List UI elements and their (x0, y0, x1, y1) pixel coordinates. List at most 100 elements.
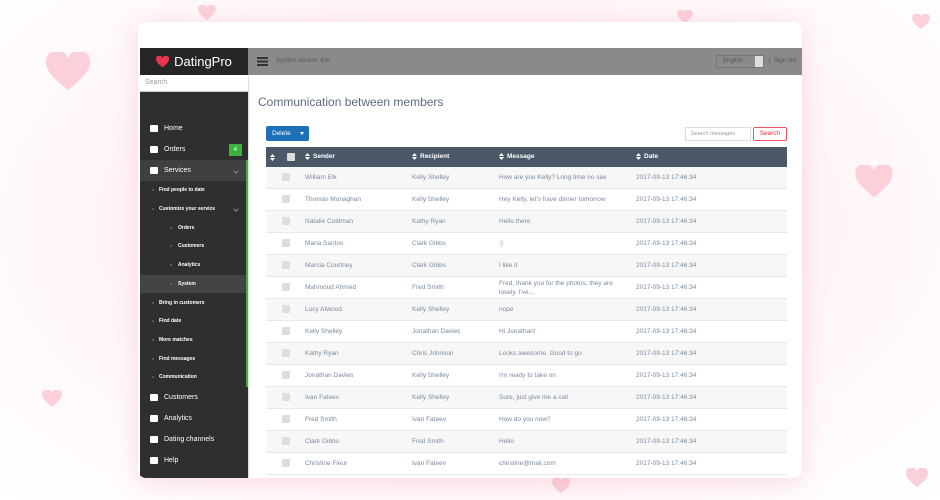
menu-label: Home (164, 125, 183, 132)
cell: christine@mail.com (495, 452, 632, 475)
menu-item[interactable]: Customize your service (140, 200, 248, 219)
cell: I'm ready to take on (495, 364, 632, 387)
menu-item[interactable]: Customers (140, 237, 248, 256)
table-row[interactable]: Kathy Ryan Chris Johnson Looks awesome. Go… (266, 342, 787, 365)
cell: Looks awesome. Good to go (495, 342, 632, 365)
checkbox[interactable] (282, 415, 290, 424)
menu-item[interactable]: Orders (140, 218, 248, 237)
menu-item[interactable]: Find messages (140, 349, 248, 368)
checkbox[interactable] (282, 349, 290, 358)
cell: Chris Johnson (408, 342, 495, 365)
column-header[interactable]: Sender (301, 147, 408, 167)
checkbox[interactable] (282, 173, 290, 182)
menu-item[interactable]: Dating channels (140, 429, 248, 450)
checkbox[interactable] (282, 305, 290, 314)
table-row[interactable]: Lucy Atwood Kelly Shelley nope 2017-09-13 1… (266, 298, 787, 321)
checkbox[interactable] (282, 437, 290, 446)
sidebar-search[interactable]: Search (140, 75, 248, 92)
menu-icon (150, 393, 158, 401)
menu-item[interactable]: Find date (140, 312, 248, 331)
cell: 2017-09-13 17:46:34 (632, 254, 787, 277)
menu-item[interactable]: Communication (140, 368, 248, 387)
table-row[interactable]: Ivan Fateev Kelly Shelley Sure, just give … (266, 386, 787, 409)
row-select (266, 342, 301, 365)
menu-item[interactable]: Help (140, 450, 248, 471)
table-row[interactable]: Mahmoud Ahmed Fred Smith Fred, thank you f… (266, 276, 787, 299)
table-row[interactable]: Kelly Shelley Jonathan Davies Hi Jonathan!… (266, 320, 787, 343)
menu-label: Find messages (159, 355, 196, 362)
menu-label: System (178, 280, 196, 287)
checkbox[interactable] (282, 239, 290, 248)
column-header[interactable]: Recipient (408, 147, 495, 167)
column-label: Message (507, 153, 535, 161)
row-select (266, 167, 301, 189)
menu-label: More matches (159, 336, 193, 343)
menu-item[interactable]: More matches (140, 331, 248, 350)
menu-toggle[interactable] (257, 57, 268, 66)
column-header[interactable]: Date (632, 147, 787, 167)
brand-name: DatingPro (174, 54, 232, 69)
cell: How do you now? (495, 408, 632, 431)
active-indicator (246, 160, 248, 387)
language-select[interactable]: English (716, 55, 764, 68)
row-select (266, 430, 301, 453)
cell: 2017-09-13 17:46:34 (632, 386, 787, 409)
table-row[interactable]: Clark Gibbs Fred Smith Hello 2017-09-13 17:… (266, 430, 787, 453)
checkbox[interactable] (282, 327, 290, 336)
heart-decoration (42, 390, 62, 408)
menu-item[interactable]: Find people to date (140, 181, 248, 200)
menu-item[interactable]: Customers (140, 387, 248, 408)
row-select (266, 210, 301, 233)
delete-button[interactable]: Delete (266, 126, 309, 141)
checkbox[interactable] (282, 371, 290, 380)
menu-item[interactable]: Services (140, 160, 248, 181)
checkbox[interactable] (282, 195, 290, 204)
sort-icon[interactable] (305, 153, 310, 161)
menu-icon (150, 146, 158, 153)
table-row[interactable]: William Elk Kelly Shelley How are you Kell… (266, 167, 787, 189)
cell: 2017-09-13 17:46:34 (632, 408, 787, 431)
table-row[interactable]: Thomas Monaghan Kelly Shelley Hey Kelly, l… (266, 188, 787, 211)
sort-icon[interactable] (270, 153, 275, 161)
heart-decoration (198, 5, 216, 21)
table-row[interactable]: Fred Smith Ivan Fateev How do you now? 2017… (266, 408, 787, 431)
menu-item[interactable]: Bring in customers (140, 293, 248, 312)
menu-label: Services (164, 167, 191, 174)
column-label: Sender (313, 153, 336, 161)
menu-item[interactable]: Analytics (140, 256, 248, 275)
menu-item[interactable]: Orders 4 (140, 139, 248, 160)
column-header[interactable]: Message (495, 147, 632, 167)
cell: Natalie Coldman (301, 210, 408, 233)
chevron (233, 167, 239, 174)
checkbox[interactable] (287, 153, 295, 161)
sign-out[interactable]: Sign out (774, 58, 797, 64)
sort-icon[interactable] (636, 153, 641, 161)
search-button[interactable]: Search (753, 127, 787, 141)
table-row[interactable]: Marcia Courtney Clark Gibbs I like it 2017-… (266, 254, 787, 277)
checkbox[interactable] (282, 393, 290, 402)
cell: Maria Santos (301, 232, 408, 255)
checkbox[interactable] (282, 261, 290, 270)
checkbox[interactable] (282, 217, 290, 226)
menu-item[interactable]: Community (140, 471, 248, 478)
table-row[interactable]: Maria Santos Clark Gibbs:) 2017-09-13 17:4… (266, 232, 787, 255)
menu-item[interactable]: System (140, 274, 248, 294)
cell: Kathy Ryan (408, 210, 495, 233)
table-row[interactable]: Christine Fleur Ivan Fateev christine@mail… (266, 452, 787, 475)
checkbox[interactable] (282, 283, 290, 292)
menu-label: Customize your service (159, 206, 216, 213)
sort-icon[interactable] (499, 153, 504, 161)
cell: Hey Kelly, let's have dinner tomorrow (495, 188, 632, 211)
cell: Sure, just give me a call (495, 386, 632, 409)
table-row[interactable]: Jonathan Davies Kelly Shelley I'm ready to… (266, 364, 787, 387)
menu-label: Analytics (164, 414, 193, 422)
cell: Clark Gibbs (408, 232, 495, 255)
menu-item[interactable]: Home (140, 118, 248, 139)
table-row[interactable]: Natalie Coldman Kathy Ryan Hello there 2017… (266, 210, 787, 233)
menu-item[interactable]: Analytics (140, 408, 248, 429)
checkbox[interactable] (282, 459, 290, 468)
row-select (266, 408, 301, 431)
cell: Kelly Shelley (301, 320, 408, 343)
sort-icon[interactable] (412, 153, 417, 161)
search-input[interactable]: Search messages (685, 127, 751, 141)
